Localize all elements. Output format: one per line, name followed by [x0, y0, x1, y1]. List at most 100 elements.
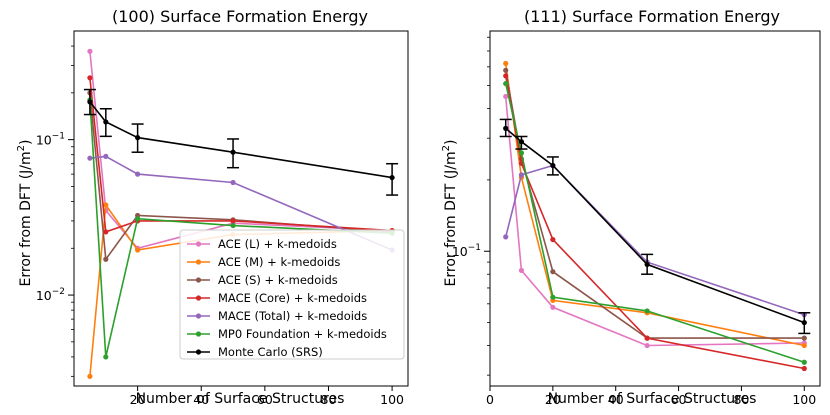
data-point: [550, 236, 556, 243]
data-point: [135, 247, 141, 253]
legend-label: Monte Carlo (SRS): [218, 345, 323, 359]
data-point: [550, 304, 556, 310]
series-line: [504, 83, 805, 364]
data-point: [230, 149, 236, 155]
series-mp0-foundation-k-medoids: [503, 80, 807, 365]
y-tick-label: 10−1: [452, 243, 481, 259]
legend-frame: [179, 229, 405, 360]
legend-swatch-marker: [195, 241, 202, 247]
data-point: [103, 153, 109, 160]
series-line: [89, 77, 393, 233]
right-axis-ticks: 10−1 0 20 40 60 80 100: [452, 36, 816, 407]
x-tick-label: 80: [733, 392, 749, 407]
data-point: [503, 80, 509, 87]
data-point: [801, 335, 807, 341]
right-subplot: (111) Surface Formation Energy Number of…: [441, 7, 821, 407]
y-tick-label-exponent: −1: [468, 243, 481, 253]
data-point: [87, 48, 93, 54]
data-point: [550, 162, 556, 169]
legend-label: MACE (Total) + k-medoids: [218, 309, 367, 323]
legend-swatch-marker: [195, 313, 202, 319]
legend-swatch-marker: [195, 331, 202, 337]
series-mace-total-k-medoids: [503, 162, 807, 318]
data-point: [389, 174, 395, 181]
data-point: [518, 267, 525, 274]
left-subplot: (100) Surface Formation Energy Number of…: [16, 7, 409, 407]
data-point: [503, 234, 509, 240]
legend-label: ACE (M) + k-medoids: [218, 255, 340, 269]
y-tick-label-base: 10: [36, 133, 52, 148]
data-point: [644, 261, 650, 268]
right-chart-title: (111) Surface Formation Energy: [524, 7, 780, 26]
x-tick-label: 20: [545, 392, 561, 407]
left-y-axis-label: Error from DFT (J/m2): [16, 140, 34, 287]
legend-label: ACE (S) + k-medoids: [218, 273, 338, 287]
legend-swatch-marker: [195, 259, 202, 265]
series-line: [504, 75, 805, 370]
data-point: [87, 99, 93, 105]
series-mace-core-k-medoids: [87, 75, 395, 235]
data-point: [503, 67, 509, 73]
x-tick-label: 80: [321, 392, 337, 407]
legend-label: MACE (Core) + k-medoids: [218, 291, 367, 305]
data-point: [503, 73, 509, 79]
data-point: [135, 135, 141, 141]
legend-swatch-marker: [195, 277, 202, 283]
x-tick-label: 40: [608, 392, 624, 407]
data-point: [135, 171, 141, 177]
data-point: [518, 150, 525, 156]
data-point: [230, 179, 236, 186]
data-point: [518, 139, 525, 145]
left-axes-frame: [73, 30, 409, 387]
data-point: [103, 354, 109, 360]
x-tick-label: 100: [380, 392, 404, 407]
legend-swatch-marker: [195, 295, 202, 301]
left-x-axis-label: Number of Surface Structures: [136, 391, 345, 407]
series-mace-core-k-medoids: [503, 73, 807, 372]
series-line: [89, 101, 393, 179]
data-point: [644, 308, 650, 314]
right-axes-frame: [489, 30, 821, 387]
legend-entries: ACE (L) + k-medoids ACE (M) + k-medoids AC…: [187, 237, 387, 359]
data-point: [230, 222, 236, 229]
series-ace-m-k-medoids: [503, 60, 807, 349]
y-tick-label: 10−2: [36, 287, 65, 303]
right-y-axis-label: Error from DFT (J/m2): [441, 140, 459, 287]
x-tick-label: 20: [130, 392, 146, 407]
data-point: [503, 93, 509, 100]
right-x-axis-label: Number of Surface Structures: [548, 391, 757, 407]
data-point: [644, 335, 650, 341]
data-point: [103, 119, 109, 125]
data-point: [801, 365, 807, 372]
series-ace-l-k-medoids: [503, 93, 807, 349]
x-tick-label: 40: [193, 392, 209, 407]
data-point: [644, 342, 650, 349]
data-point: [103, 229, 109, 235]
series-line: [504, 63, 805, 347]
data-point: [801, 319, 807, 326]
data-point: [103, 202, 109, 208]
legend-label: ACE (L) + k-medoids: [218, 237, 337, 251]
data-point: [550, 269, 556, 275]
x-tick-label: 60: [671, 392, 687, 407]
x-tick-label: 60: [257, 392, 273, 407]
data-point: [87, 75, 93, 81]
series-monte-carlo-srs: [499, 118, 811, 335]
y-tick-label-exponent: −2: [52, 287, 65, 297]
x-tick-label: 100: [792, 392, 816, 407]
right-plot-area: [499, 60, 811, 372]
data-point: [801, 359, 807, 365]
legend: ACE (L) + k-medoids ACE (M) + k-medoids AC…: [179, 229, 405, 360]
left-chart-title: (100) Surface Formation Energy: [112, 7, 368, 26]
y-tick-label: 10−1: [36, 132, 65, 148]
y-tick-label-base: 10: [452, 244, 468, 259]
data-point: [103, 256, 109, 262]
y-tick-label-base: 10: [36, 288, 52, 303]
data-point: [87, 155, 93, 161]
left-plot-area: [83, 48, 399, 379]
data-point: [518, 172, 525, 178]
data-point: [230, 218, 236, 224]
data-point: [550, 294, 556, 300]
data-point: [135, 216, 141, 222]
